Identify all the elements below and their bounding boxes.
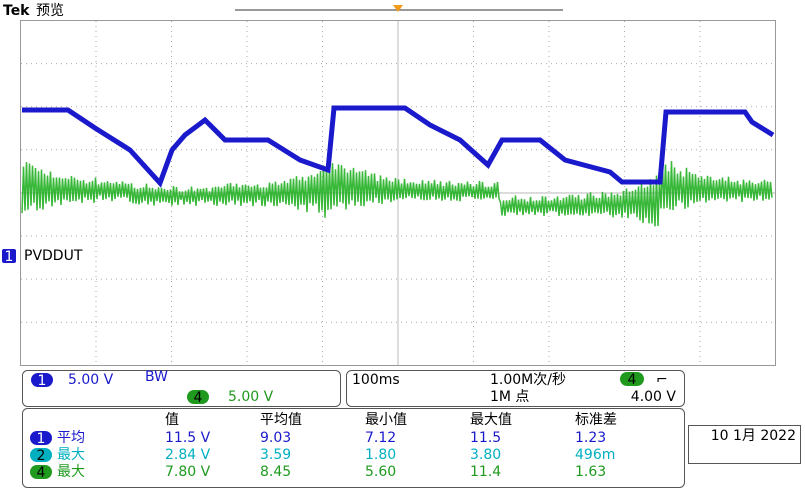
ch4-badge — [187, 390, 209, 404]
sample-rate: 1.00M次/秒 — [490, 372, 566, 388]
trigger-level: 4.00 V — [631, 389, 677, 405]
channel-number: 4 — [37, 465, 46, 481]
vertical-panel — [22, 370, 341, 407]
measurement-value: 3.59 — [260, 447, 291, 463]
ch1-scale: 5.00 V — [68, 372, 114, 388]
measurement-value: 1.80 — [365, 447, 396, 463]
channel-name: PVDDUT — [24, 248, 83, 264]
ch1-number: 1 — [38, 373, 47, 389]
measurement-value: 9.03 — [260, 430, 291, 446]
measurement-value: 11.5 — [470, 430, 501, 446]
channel-number: 2 — [37, 448, 46, 464]
timebase: 100ms — [352, 372, 400, 388]
column-header: 值 — [165, 412, 179, 428]
measurement-value: 7.12 — [365, 430, 396, 446]
channel-number: 1 — [37, 431, 46, 447]
measurement-value: 2.84 V — [165, 447, 211, 463]
row-label: 平均 — [57, 430, 85, 446]
trigger-position — [393, 5, 403, 12]
graticule-border — [20, 20, 776, 366]
trigger-slope: ⌐ — [656, 372, 668, 388]
trigger-source: 4 — [628, 372, 637, 388]
measurement-table: 值 平均值 最小值 最大值 标准差 1 平均 11.5 V 9.03 7.12 11.5 1.23 2 最… — [30, 412, 617, 481]
measurement-panel — [22, 408, 685, 488]
ch1-bandwidth: BW — [145, 369, 168, 385]
measurement-value: 5.60 — [365, 464, 396, 480]
horizontal-panel — [346, 370, 685, 407]
row-label: 最大 — [57, 464, 85, 480]
column-header: 最小值 — [365, 412, 407, 428]
row-label: 最大 — [57, 447, 85, 463]
ch4-number: 4 — [194, 390, 203, 406]
waveforms — [21, 105, 775, 227]
measurement-value: 8.45 — [260, 464, 291, 480]
channel-marker — [2, 249, 16, 263]
channel-badge — [30, 448, 52, 462]
measurement-value: 11.4 — [470, 464, 501, 480]
ch4-trace — [21, 161, 773, 227]
column-header: 最大值 — [470, 412, 512, 428]
measurement-value: 11.5 V — [165, 430, 211, 446]
measurement-value: 3.80 — [470, 447, 501, 463]
record-length: 1M 点 — [490, 389, 529, 405]
mode: 预览 — [36, 3, 64, 19]
column-header: 标准差 — [575, 412, 617, 428]
trigger-badge — [620, 372, 644, 386]
measurement-value: 1.63 — [575, 464, 606, 480]
ch1-trace — [22, 105, 775, 188]
ch4-scale: 5.00 V — [228, 389, 274, 405]
measurement-value: 7.80 V — [165, 464, 211, 480]
channel-number: 1 — [5, 249, 14, 265]
date: 10 1月 2022 — [711, 428, 796, 444]
measurement-value: 1.23 — [575, 430, 606, 446]
channel-badge — [30, 431, 52, 445]
measurement-value: 496m — [575, 447, 615, 463]
brand: Tek — [3, 3, 30, 19]
column-header: 平均值 — [260, 412, 302, 428]
channel-badge — [30, 465, 52, 479]
ch1-badge — [31, 373, 53, 387]
date-box — [688, 425, 801, 464]
